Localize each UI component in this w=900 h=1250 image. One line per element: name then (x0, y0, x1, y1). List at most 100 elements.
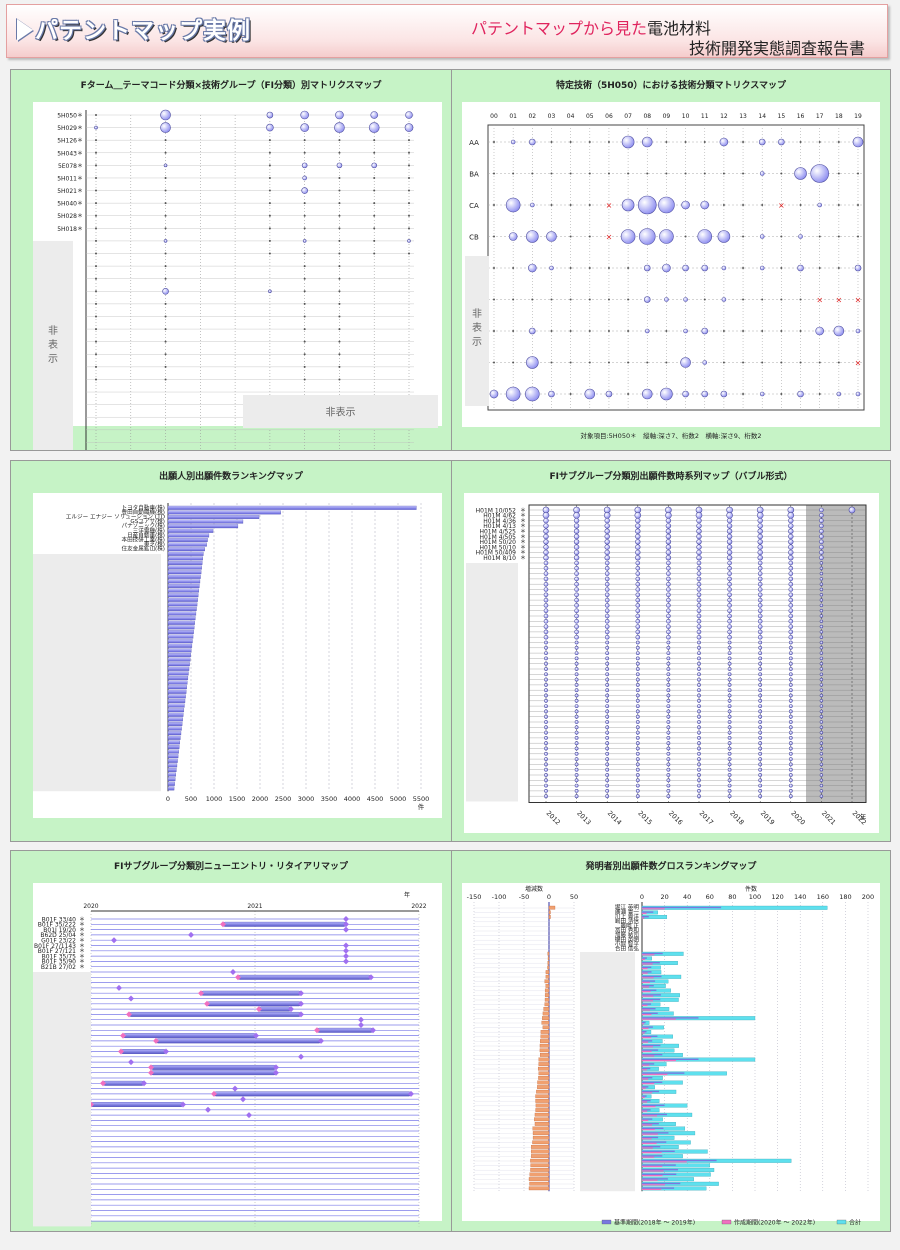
panel-title: FIサブグループ分類別出願件数時系列マップ（バブル形式） (549, 472, 793, 482)
change-bar (548, 905, 556, 910)
bubble-mark (757, 581, 763, 587)
change-bar (537, 1066, 550, 1071)
right-tick-label: 160 (817, 893, 829, 901)
point-mark (164, 214, 167, 217)
change-bar (548, 910, 551, 915)
bubble-mark (758, 688, 763, 693)
point-mark (761, 361, 764, 364)
point-mark (95, 214, 97, 217)
x-tick-label: 2022 (411, 903, 426, 910)
bubble-mark (573, 554, 580, 561)
bubble-mark (605, 751, 610, 756)
bubble-mark (544, 709, 548, 714)
change-bar (532, 1135, 550, 1140)
bubble-mark (544, 714, 548, 719)
row-label-marker: ＊ (520, 513, 526, 520)
col-label: 05 (586, 113, 594, 120)
bubble-mark (758, 651, 763, 656)
point-mark (164, 265, 167, 268)
bubble-mark (605, 746, 610, 751)
bubble-mark (788, 608, 794, 613)
bubble-mark (758, 757, 763, 762)
bubble-mark (544, 773, 548, 777)
point-mark (857, 204, 859, 206)
bubble-mark (665, 517, 672, 524)
bubble-mark (621, 135, 635, 149)
bubble-mark (604, 571, 610, 576)
bar-mark (167, 689, 187, 694)
bubble-mark (682, 264, 689, 272)
x-mark: × (816, 296, 823, 305)
row-label: 5H040＊ (57, 201, 83, 208)
base-bar (642, 1021, 646, 1024)
new-bar (642, 968, 648, 970)
change-bar (539, 1053, 550, 1057)
bubble-mark (268, 289, 272, 294)
bubble-mark (727, 656, 732, 661)
retire-diamond (246, 1112, 252, 1119)
right-tick-label: 100 (749, 893, 761, 901)
bubble-mark (666, 794, 671, 799)
row-label: H01M 4/505 (479, 534, 516, 541)
new-bar (642, 977, 654, 979)
bubble-mark (727, 571, 732, 576)
bubble-mark (604, 624, 610, 629)
bubble-mark (819, 683, 824, 687)
bubble-mark (635, 560, 641, 566)
hidden-label: 表 (472, 321, 482, 334)
bubble-mark (635, 751, 640, 756)
bubble-mark (819, 630, 824, 634)
bar-label: 日産自動車(株) (127, 531, 165, 539)
bubble-mark (788, 613, 794, 619)
bubble-mark (637, 195, 657, 215)
point-mark (569, 267, 572, 269)
bar-mark (167, 620, 195, 625)
bubble-mark (605, 704, 610, 709)
bubble-mark (666, 566, 671, 571)
plot-background (462, 102, 880, 427)
bubble-mark (696, 629, 702, 635)
bubble-mark (757, 523, 763, 529)
bubble-mark (635, 554, 641, 561)
bubble-mark (815, 326, 824, 336)
bubble-mark (635, 608, 641, 613)
bar-label: 冨田 秀和 (615, 926, 640, 934)
bubble-mark (788, 698, 793, 703)
change-bar (540, 1039, 550, 1043)
bubble-mark (266, 123, 274, 132)
new-bar (642, 1000, 653, 1002)
point-mark (588, 141, 591, 143)
bubble-mark (573, 517, 580, 524)
bubble-mark (759, 234, 765, 239)
bar-mark (167, 703, 185, 708)
point-mark (95, 189, 97, 192)
bubble-mark (666, 693, 671, 698)
bubble-mark (574, 677, 579, 682)
base-bar (642, 980, 656, 982)
bubble-mark (574, 587, 579, 592)
point-mark (799, 298, 802, 301)
entry-diamond (235, 974, 241, 981)
bubble-mark (605, 672, 610, 677)
left-tick-label: 50 (570, 893, 578, 901)
bubble-mark (643, 296, 651, 303)
bubble-mark (727, 751, 732, 756)
bar-mark (167, 579, 201, 584)
bubble-mark (788, 544, 794, 550)
bubble-mark (788, 746, 793, 751)
bubble-mark (665, 549, 672, 556)
bubble-mark (666, 608, 671, 613)
point-mark (303, 214, 306, 217)
bubble-mark (758, 783, 763, 788)
bubble-mark (544, 698, 548, 703)
point-mark (493, 330, 495, 332)
point-mark (569, 235, 572, 238)
x-tick-label: 5000 (390, 795, 407, 803)
point-mark (338, 176, 341, 179)
bubble-mark (819, 544, 824, 550)
bubble-mark (819, 736, 824, 740)
bubble-mark (758, 709, 763, 714)
row-label-marker: ＊ (520, 539, 526, 546)
point-mark (550, 204, 553, 206)
header-subtitle-line1: パテントマップから見た電池材料 (471, 15, 711, 39)
